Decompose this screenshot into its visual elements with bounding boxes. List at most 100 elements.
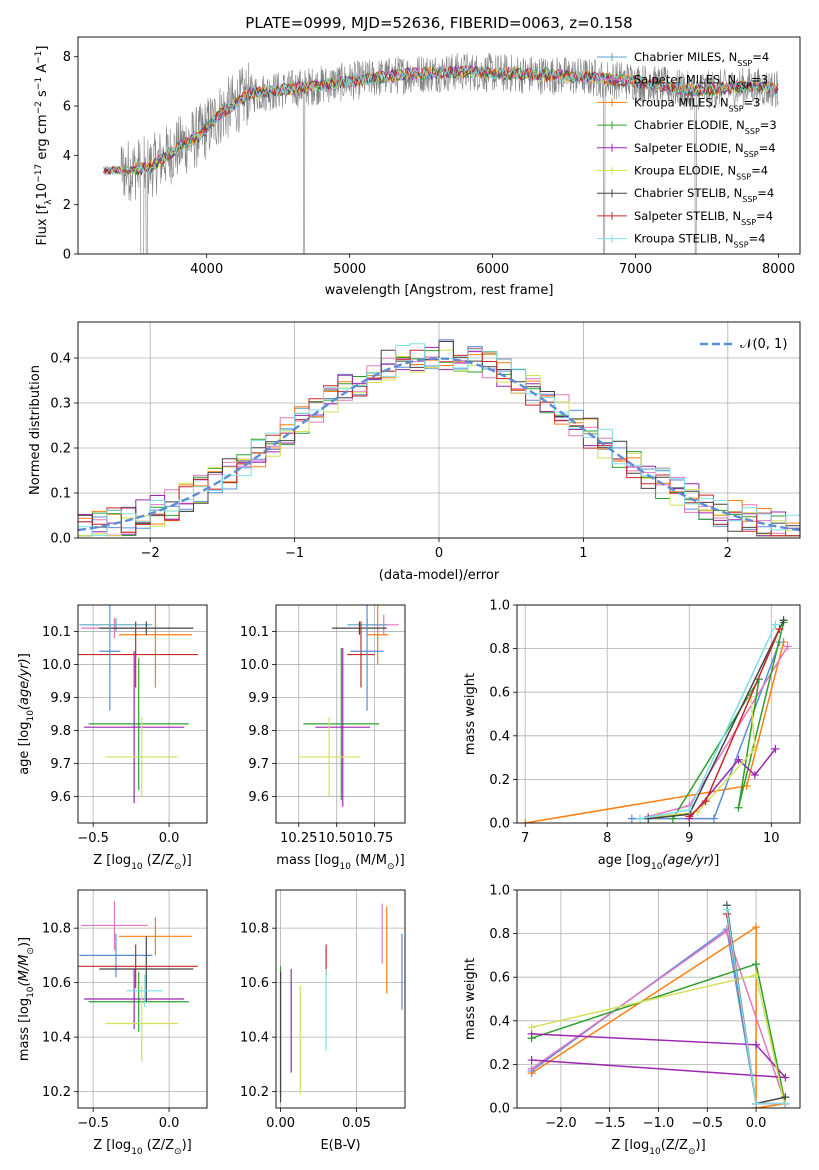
massweight-Z-x-label: Z [log10(Z/Z⊙)]	[611, 1138, 705, 1157]
massweight_vs_Z-series	[527, 901, 790, 1108]
legend-sub: SSP	[742, 195, 757, 204]
residuals-axes: −2 −1 0 1 2 0.0 0.1 0.2 0.3 0.4	[50, 322, 800, 561]
weight-marker	[734, 755, 743, 764]
x-label-part: (Z/Z	[661, 1138, 688, 1153]
age_vs_Z-x-label: Z [log10 (Z/Z⊙)]	[93, 853, 192, 872]
weight-marker	[771, 744, 780, 753]
legend-name: Kroupa STELIB, N	[634, 232, 734, 246]
y-label-sub: ⊙	[26, 947, 36, 955]
y-label-sub: 10	[26, 710, 36, 722]
legend-suffix: =4	[751, 164, 768, 178]
weight-marker	[709, 814, 718, 823]
mass_vs_ebv-points	[279, 903, 403, 1103]
legend-label: Chabrier MILES, NSSP=4	[634, 50, 769, 68]
weight-marker	[636, 814, 645, 823]
x-tick-label: −0.5	[77, 831, 109, 846]
legend-name: Kroupa MILES, N	[634, 95, 729, 109]
weight-marker	[752, 1099, 761, 1108]
x-tick-label: 10.25	[280, 831, 317, 846]
spectrum-lines	[103, 52, 779, 254]
mass_vs_Z-x-label: Z [log10 (Z/Z⊙)]	[93, 1138, 192, 1157]
age_vs_Z-axes: −0.5 0.0 9.6 9.7 9.8 9.9 10.0 10.1	[42, 605, 207, 846]
x-tick-label: 0.0	[746, 1116, 767, 1131]
weight-marker	[783, 642, 792, 651]
age_vs_mass-frame	[275, 604, 406, 824]
y-label-part: −1	[34, 51, 44, 64]
y-tick-label: 10.6	[42, 976, 71, 991]
weight-line	[688, 748, 776, 820]
y-tick-label: 1.0	[489, 599, 510, 614]
legend-sub: SSP	[729, 104, 744, 113]
massweight_vs_Z-y-label: mass weight	[463, 958, 478, 1040]
weight-marker	[527, 1064, 536, 1073]
legend-sub: SSP	[734, 240, 749, 249]
x-label-part: (M/M	[351, 853, 387, 868]
x-label-sub: ⊙	[174, 862, 182, 872]
mass_vs_ebv-frame	[275, 889, 406, 1109]
legend-suffix: =4	[756, 209, 773, 223]
x-tick-label: 0.05	[342, 1116, 371, 1131]
x-label-part: )]	[182, 853, 192, 868]
weight-line	[656, 696, 756, 818]
weight-marker	[752, 960, 761, 969]
x-tick-label: 10	[763, 831, 780, 846]
x-label-sub: ⊙	[174, 1147, 182, 1157]
y-tick-label: 0.8	[489, 927, 510, 942]
x-tick-label: −0.5	[77, 1116, 109, 1131]
y-label-part: λ	[44, 199, 54, 205]
y-tick-label: 10.8	[240, 922, 269, 937]
x-tick-label: 0.0	[159, 831, 180, 846]
weight-marker	[527, 1023, 536, 1032]
legend-suffix: =3	[751, 73, 768, 87]
residuals-frame	[77, 321, 801, 539]
age_vs_Z-points	[78, 605, 198, 804]
y-tick-label: 10.0	[42, 658, 71, 673]
y-label-part: )]	[17, 937, 32, 947]
x-tick-label: 10.50	[318, 831, 355, 846]
x-label-sub: 10	[340, 862, 352, 872]
age_vs_mass-points	[298, 605, 399, 807]
legend-label: Kroupa ELODIE, NSSP=4	[634, 164, 768, 182]
spectrum-y-label: Flux [fλ10−17 erg cm−2 s−1 A−1]	[34, 46, 54, 246]
weight-marker	[779, 616, 788, 625]
x-tick-label: 0.0	[159, 1116, 180, 1131]
legend-suffix: =3	[744, 95, 761, 109]
weight-marker	[771, 620, 780, 629]
x-tick-label: 2	[724, 546, 732, 561]
x-label-part: mass [log	[276, 853, 339, 868]
weight-marker	[644, 814, 653, 823]
weight-marker	[685, 805, 694, 814]
legend-name: Chabrier ELODIE, N	[634, 118, 745, 132]
y-tick-label: 0.2	[489, 773, 510, 788]
legend-name: Kroupa ELODIE, N	[634, 164, 736, 178]
histogram-step	[78, 341, 800, 534]
x-label-part: Z [log	[611, 1138, 649, 1153]
legend-label: 𝒩(0, 1)	[740, 337, 787, 352]
x-tick-label: −2.0	[545, 1116, 577, 1131]
y-tick-label: 0.0	[50, 532, 71, 547]
y-label-part: mass [log	[17, 998, 32, 1061]
y-label-part: 10	[35, 183, 50, 200]
weight-marker	[752, 1040, 761, 1049]
weight-line	[525, 641, 785, 823]
legend-label: Salpeter STELIB, NSSP=4	[634, 209, 773, 227]
x-tick-label: 0	[435, 546, 443, 561]
mass_vs_Z-axes: −0.5 0.0 10.2 10.4 10.6 10.8	[42, 890, 207, 1131]
massweight_vs_Z-frame	[516, 889, 801, 1109]
mass_vs_Z-points	[78, 900, 198, 1062]
legend-sub: SSP	[736, 172, 751, 181]
y-tick-label: 10.2	[240, 1085, 269, 1100]
legend-label: Chabrier STELIB, NSSP=4	[634, 186, 774, 204]
x-label-part: )]	[696, 1138, 706, 1153]
weight-marker	[752, 971, 761, 980]
weight-marker	[627, 814, 636, 823]
y-tick-label: 9.6	[248, 790, 269, 805]
y-tick-label: 9.6	[50, 790, 71, 805]
y-tick-label: 10.2	[42, 1085, 71, 1100]
y-tick-label: 10.8	[42, 922, 71, 937]
x-tick-label: 0.00	[266, 1116, 295, 1131]
y-tick-label: 0.6	[489, 971, 510, 986]
y-label-part: Flux [f	[35, 204, 50, 245]
mass_vs_ebv-x-label: E(B-V)	[320, 1138, 360, 1153]
